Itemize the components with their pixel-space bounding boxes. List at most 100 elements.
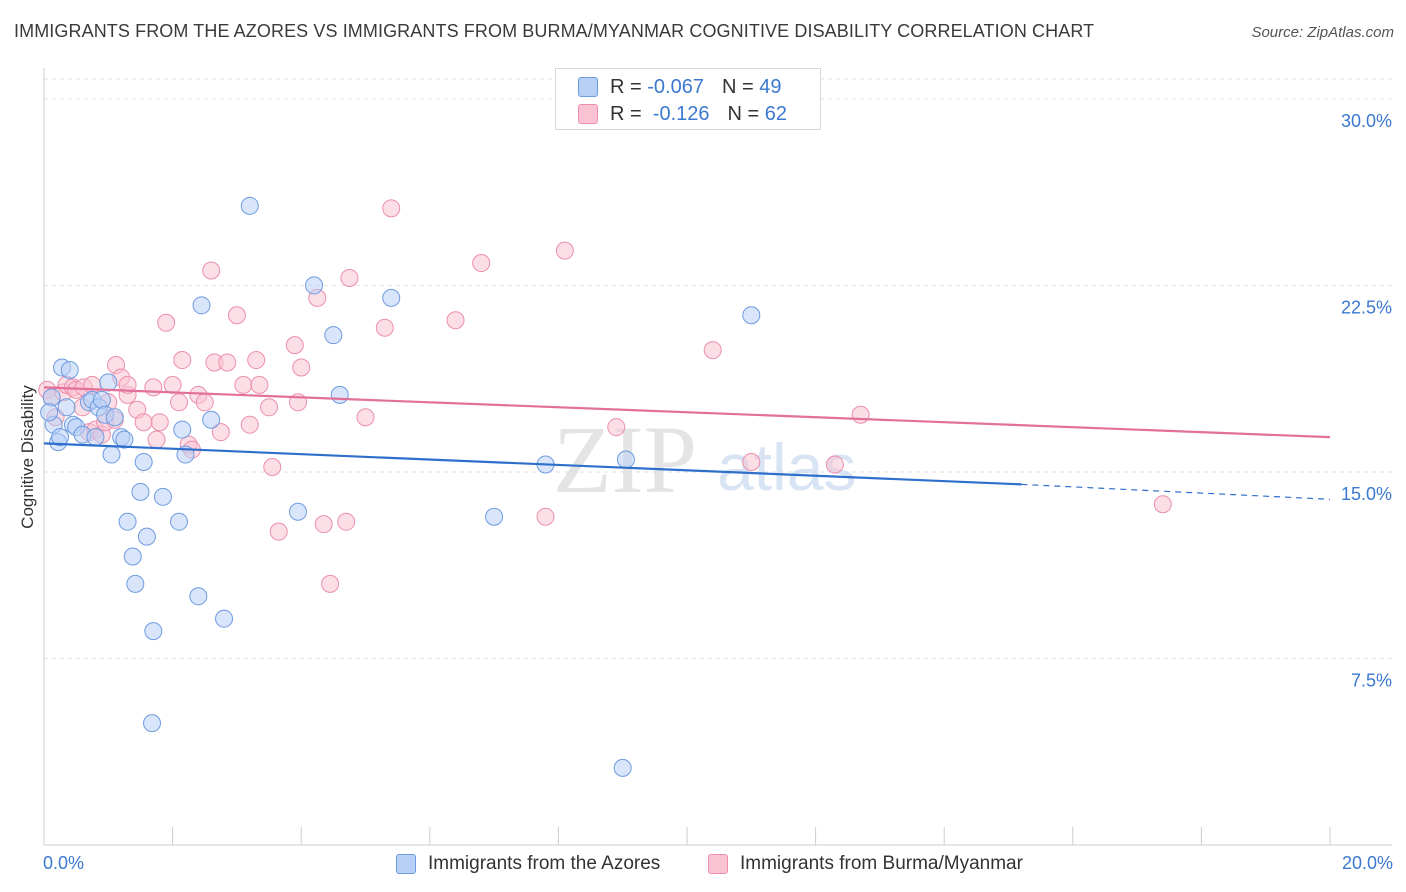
burma-point: [147, 430, 166, 449]
azores-point: [105, 408, 124, 427]
azores-point: [153, 487, 172, 506]
azores-point: [102, 445, 121, 464]
burma-point: [472, 254, 491, 273]
azores-point: [99, 373, 118, 392]
burma-point: [163, 375, 182, 394]
burma-point: [321, 574, 340, 593]
burma-point: [1153, 495, 1172, 514]
azores-point: [126, 574, 145, 593]
azores-point: [57, 398, 76, 417]
burma-point: [157, 313, 176, 332]
x-tick-label-min: 0.0%: [43, 853, 84, 873]
legend-burma-swatch: [708, 854, 728, 874]
legend-item-burma: Immigrants from Burma/Myanmar: [708, 850, 1023, 878]
azores-point: [60, 360, 79, 379]
azores-point: [305, 276, 324, 295]
burma-point: [150, 413, 169, 432]
burma-point: [555, 241, 574, 260]
azores-n-label: N =: [721, 75, 760, 98]
azores-point: [485, 507, 504, 526]
burma-swatch: [578, 104, 598, 124]
y-tick-label: 7.5%: [1351, 670, 1392, 690]
axes: [43, 68, 1392, 846]
azores-point: [86, 428, 105, 447]
burma-point: [356, 408, 375, 427]
burma-point: [337, 512, 356, 531]
legend-row-burma: R = -0.126 N = 62: [578, 101, 787, 127]
azores-point: [189, 587, 208, 606]
azores-point: [115, 430, 134, 449]
burma-point: [825, 455, 844, 474]
azores-point: [40, 403, 59, 422]
burma-point: [851, 405, 870, 424]
azores-point: [330, 385, 349, 404]
legend-item-azores: Immigrants from the Azores: [396, 850, 660, 878]
y-axis-label: Cognitive Disability: [18, 385, 37, 529]
series-azores-points: [40, 196, 761, 777]
trend-lines: [43, 386, 1331, 500]
azores-r-value: -0.067: [647, 75, 704, 98]
azores-point: [51, 428, 70, 447]
burma-r-value: -0.126: [647, 102, 710, 125]
burma-point: [285, 336, 304, 355]
burma-point: [269, 522, 288, 541]
azores-point: [134, 453, 153, 471]
azores-point: [616, 450, 635, 469]
burma-point: [536, 507, 555, 526]
burma-point: [211, 423, 230, 442]
burma-point: [118, 375, 137, 394]
burma-point: [742, 453, 761, 471]
azores-point: [118, 512, 137, 531]
burma-r-label: R =: [610, 102, 648, 125]
burma-point: [260, 398, 279, 417]
azores-point: [742, 306, 761, 325]
azores-point: [170, 512, 189, 531]
legend-row-azores: R = -0.067 N = 49: [578, 74, 781, 100]
burma-point: [134, 413, 153, 432]
burma-point: [382, 199, 401, 218]
azores-point: [240, 196, 259, 215]
azores-point: [131, 482, 150, 501]
burma-point: [292, 358, 311, 377]
burma-point: [703, 341, 722, 360]
series-burma-points: [38, 199, 1172, 593]
azores-swatch: [578, 77, 598, 97]
gridlines: [44, 78, 1392, 659]
burma-n-label: N =: [727, 102, 765, 125]
burma-point: [173, 351, 192, 370]
azores-trend-line: [43, 442, 1022, 486]
azores-point: [123, 547, 142, 566]
azores-point: [324, 326, 343, 345]
azores-n-value: 49: [759, 75, 782, 98]
burma-point: [250, 375, 269, 394]
azores-point: [192, 296, 211, 315]
azores-r-label: R =: [610, 75, 648, 98]
burma-point: [446, 311, 465, 330]
burma-n-value: 62: [764, 102, 788, 125]
correlation-legend: R = -0.067 N = 49 R = -0.126 N = 62: [555, 68, 821, 130]
legend-azores-label: Immigrants from the Azores: [428, 853, 661, 874]
burma-point: [170, 393, 189, 412]
azores-point: [382, 288, 401, 307]
legend-azores-swatch: [396, 854, 416, 874]
burma-point: [195, 393, 214, 412]
chart-title: IMMIGRANTS FROM THE AZORES VS IMMIGRANTS…: [14, 21, 1095, 41]
burma-point: [340, 268, 359, 287]
burma-point: [263, 457, 282, 476]
burma-point: [202, 261, 221, 280]
azores-point: [137, 527, 156, 546]
y-tick-label: 22.5%: [1341, 297, 1392, 317]
azores-point: [92, 390, 111, 409]
burma-trend-line: [43, 386, 1331, 439]
burma-point: [227, 306, 246, 325]
y-tick-label: 15.0%: [1341, 484, 1392, 504]
source-label: Source: ZipAtlas.com: [1251, 24, 1394, 41]
burma-point: [375, 318, 394, 337]
burma-point: [144, 378, 163, 397]
azores-point: [288, 502, 307, 521]
burma-point: [607, 418, 626, 437]
azores-trend-extension: [1021, 483, 1331, 500]
burma-point: [314, 515, 333, 534]
azores-point: [613, 758, 632, 777]
